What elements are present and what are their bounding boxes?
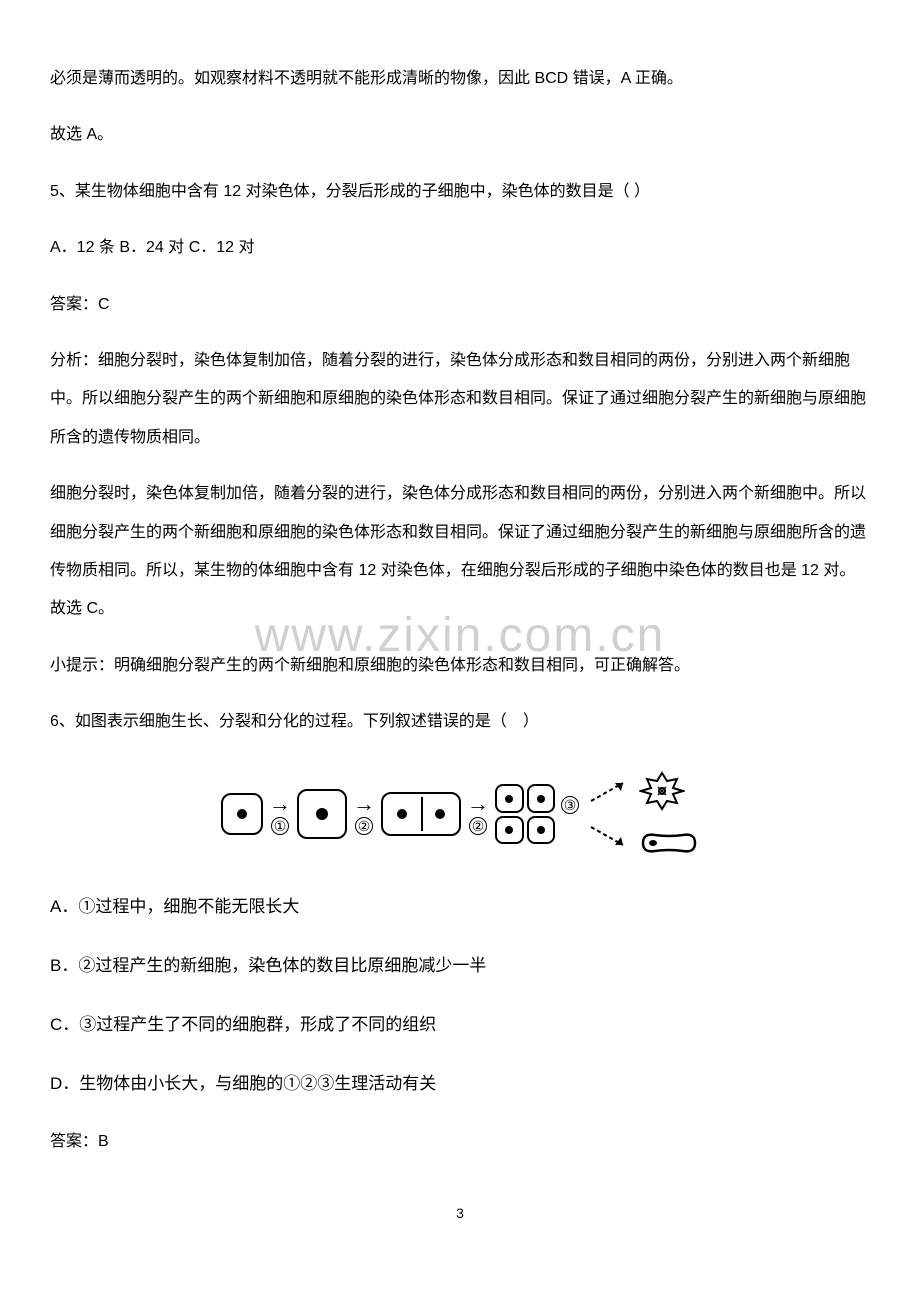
page-number: 3: [50, 1197, 870, 1231]
split-arrows: [589, 779, 629, 849]
paragraph-conclusion: 故选 A。: [50, 116, 870, 154]
arrow-2: → ②: [353, 793, 375, 835]
spiky-cell-icon: [639, 771, 685, 811]
arrow-3: → ②: [467, 793, 489, 835]
cell-stage-4: [495, 784, 555, 844]
question-6-option-c: C．③过程产生了不同的细胞群，形成了不同的组织: [50, 1005, 870, 1046]
question-6: 6、如图表示细胞生长、分裂和分化的过程。下列叙述错误的是（ ）: [50, 703, 870, 741]
question-5-analysis: 分析：细胞分裂时，染色体复制加倍，随着分裂的进行，染色体分成形态和数目相同的两份…: [50, 342, 870, 457]
cell-stage-1: [221, 793, 263, 835]
question-6-answer: 答案：B: [50, 1123, 870, 1161]
document-content: 必须是薄而透明的。如观察材料不透明就不能形成清晰的物像，因此 BCD 错误，A …: [50, 60, 870, 1231]
question-6-option-b: B．②过程产生的新细胞，染色体的数目比原细胞减少一半: [50, 946, 870, 987]
question-6-option-a: A．①过程中，细胞不能无限长大: [50, 887, 870, 928]
question-6-option-d: D．生物体由小长大，与细胞的①②③生理活动有关: [50, 1064, 870, 1105]
elongated-cell-icon: [639, 829, 699, 857]
result-cells: [639, 771, 699, 857]
question-5-options: A．12 条 B．24 对 C．12 对: [50, 229, 870, 267]
question-5-explanation: 细胞分裂时，染色体复制加倍，随着分裂的进行，染色体分成形态和数目相同的两份，分别…: [50, 475, 870, 629]
question-5-hint: 小提示：明确细胞分裂产生的两个新细胞和原细胞的染色体形态和数目相同，可正确解答。: [50, 647, 870, 685]
cell-stage-3: [381, 792, 461, 836]
cell-diagram: → ① → ② → ② ③: [50, 771, 870, 857]
arrow-1: → ①: [269, 793, 291, 835]
label-3: ③: [561, 796, 579, 814]
question-5-answer: 答案：C: [50, 286, 870, 324]
cell-stage-2: [297, 789, 347, 839]
paragraph-continuation: 必须是薄而透明的。如观察材料不透明就不能形成清晰的物像，因此 BCD 错误，A …: [50, 60, 870, 98]
question-5: 5、某生物体细胞中含有 12 对染色体，分裂后形成的子细胞中，染色体的数目是（ …: [50, 173, 870, 211]
